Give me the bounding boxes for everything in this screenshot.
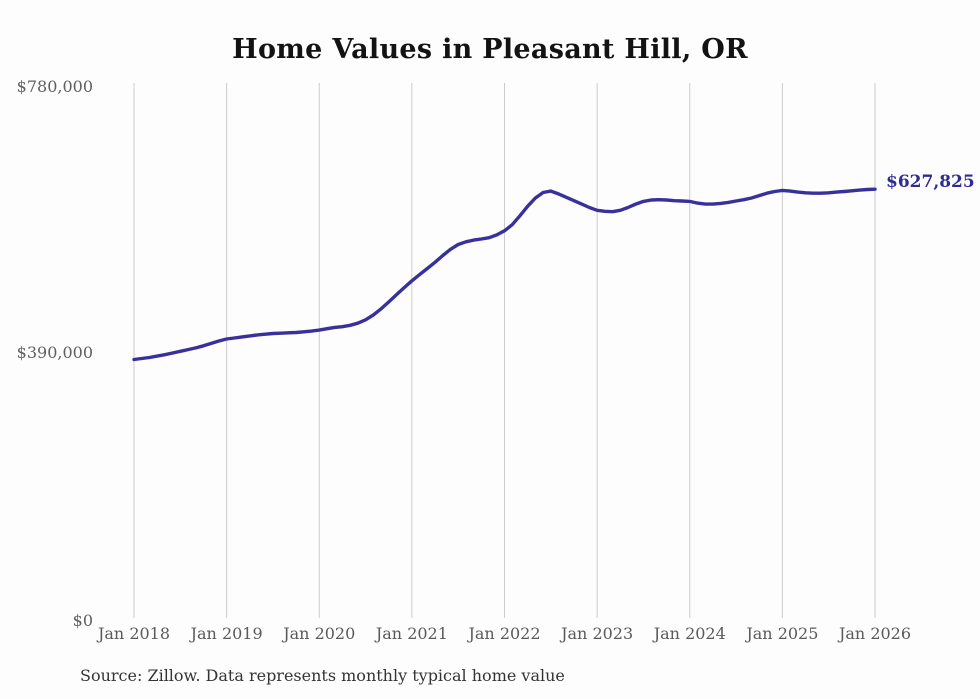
x-axis: Jan 2018 Jan 2019 Jan 2020 Jan 2021 Jan 2022… xyxy=(0,624,980,648)
x-axis-label: Jan 2020 xyxy=(283,624,356,643)
latest-value-label: $627,825 xyxy=(886,172,975,192)
y-axis-tick-0: $0 xyxy=(72,611,93,630)
x-axis-label: Jan 2019 xyxy=(190,624,263,643)
x-axis-label: Jan 2021 xyxy=(375,624,448,643)
y-axis-tick-390000: $390,000 xyxy=(16,343,93,362)
home-value-line xyxy=(132,187,877,362)
x-axis-label: Jan 2018 xyxy=(97,624,171,643)
x-axis-label: Jan 2025 xyxy=(746,624,819,643)
chart-title: Home Values in Pleasant Hill, OR xyxy=(232,34,748,65)
x-axis-label: Jan 2023 xyxy=(561,624,634,643)
x-axis-label: Jan 2024 xyxy=(653,624,726,643)
x-axis-label: Jan 2022 xyxy=(468,624,541,643)
x-axis-label: Jan 2026 xyxy=(838,624,912,643)
source-note: Source: Zillow. Data represents monthly … xyxy=(80,666,565,685)
y-axis-tick-780000: $780,000 xyxy=(16,77,93,96)
